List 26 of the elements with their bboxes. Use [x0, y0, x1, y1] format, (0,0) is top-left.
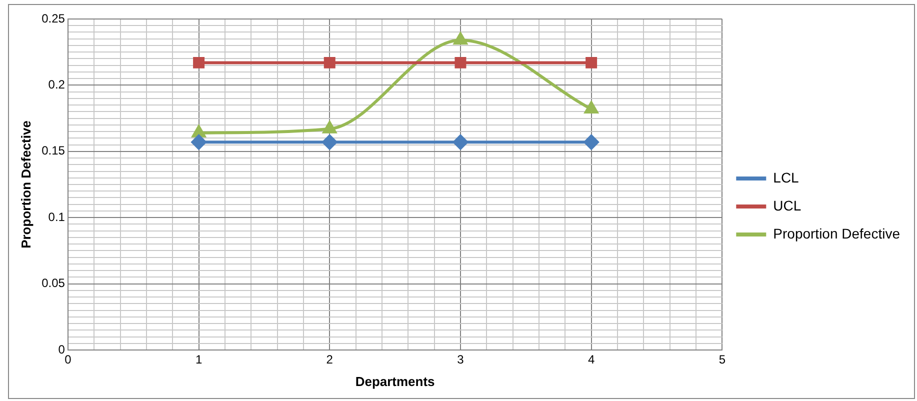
point — [454, 56, 466, 68]
point — [193, 56, 205, 68]
point — [584, 102, 598, 114]
y-tick-label: 0.2 — [48, 78, 66, 92]
legend-label: LCL — [773, 169, 800, 186]
legend-label: Proportion Defective — [773, 225, 900, 242]
point — [452, 134, 468, 150]
y-tick-label: 0.1 — [48, 210, 66, 224]
x-axis-title: Departments — [355, 374, 435, 389]
y-axis-title: Proportion Defective — [18, 120, 34, 248]
y-tick-label: 0.15 — [42, 144, 66, 158]
point — [324, 56, 336, 68]
y-tick-label: 0 — [58, 342, 66, 356]
point — [454, 32, 468, 45]
x-tick-label: 3 — [457, 352, 464, 367]
point — [322, 134, 338, 150]
point — [586, 56, 598, 68]
y-tick-label: 0.05 — [42, 276, 66, 290]
point — [191, 134, 206, 150]
x-tick-label: 4 — [588, 352, 595, 367]
legend-label: UCL — [773, 197, 802, 214]
x-tick-label: 5 — [718, 352, 726, 367]
point — [584, 134, 599, 150]
x-tick-label: 1 — [195, 352, 202, 367]
y-tick-label: 0.25 — [42, 11, 66, 26]
x-tick-label: 2 — [326, 352, 334, 367]
